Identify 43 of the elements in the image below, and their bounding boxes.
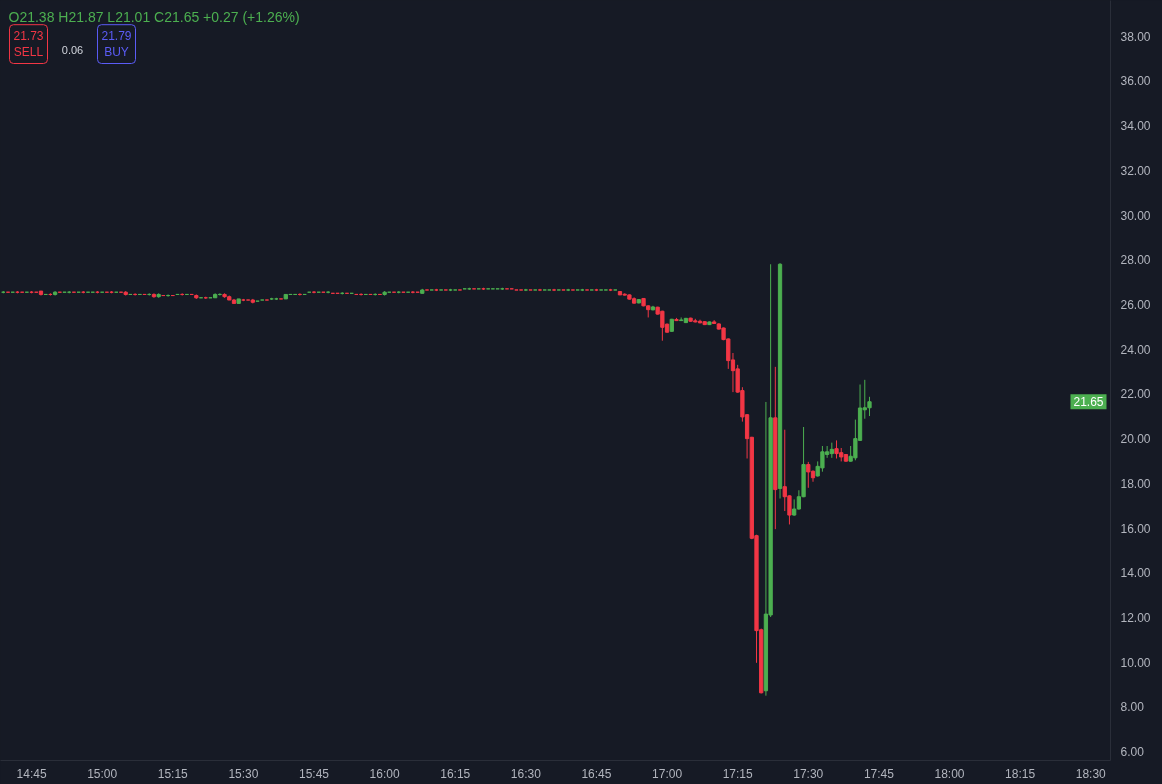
x-tick-label: 14:45 [16, 766, 47, 781]
y-tick-label: 6.00 [1120, 745, 1145, 760]
y-tick-label: 32.00 [1120, 163, 1151, 178]
x-tick-label: 16:00 [369, 766, 400, 781]
annotation: BUY [104, 45, 129, 60]
x-tick-label: 16:30 [510, 766, 542, 781]
annotation: O21.38 H21.87 L21.01 C21.65 +0.27 (+1.26%) [8, 8, 300, 25]
y-tick-label: 8.00 [1120, 700, 1145, 715]
y-tick-label: 28.00 [1120, 253, 1151, 268]
y-tick-label: 38.00 [1120, 29, 1151, 44]
y-tick-label: 26.00 [1120, 298, 1151, 312]
x-tick-label: 16:45 [581, 766, 612, 781]
x-tick-label: 17:15 [722, 766, 754, 781]
annotation: SELL [13, 45, 44, 60]
candlestick [806, 461, 811, 489]
y-tick-label: 14.00 [1120, 566, 1151, 581]
x-tick-label: 15:15 [157, 766, 189, 781]
x-tick-label: 15:45 [299, 766, 330, 781]
x-tick-label: 17:30 [793, 766, 824, 781]
annotation: 0.06 [61, 43, 84, 56]
x-tick-label: 15:30 [228, 766, 259, 781]
x-tick-label: 18:30 [1075, 766, 1107, 781]
x-tick-label: 18:00 [934, 766, 965, 781]
x-tick-label: 17:00 [652, 766, 683, 781]
y-tick-label: 16.00 [1120, 521, 1151, 536]
x-tick-label: 17:45 [863, 766, 895, 781]
x-tick-label: 18:15 [1005, 766, 1036, 781]
y-tick-label: 24.00 [1120, 342, 1151, 357]
x-tick-label: 16:15 [440, 766, 471, 781]
y-tick-label: 12.00 [1120, 610, 1151, 625]
annotation: 21.65 [1073, 395, 1104, 410]
candlestick [151, 292, 157, 299]
y-tick-label: 20.00 [1120, 432, 1151, 447]
y-tick-label: 10.00 [1120, 655, 1151, 670]
y-tick-label: 34.00 [1120, 119, 1151, 134]
annotation: 21.73 [13, 28, 44, 43]
x-tick-label: 15:00 [87, 766, 118, 781]
candlestick [52, 290, 58, 297]
y-tick-label: 36.00 [1120, 74, 1151, 89]
y-tick-label: 22.00 [1120, 387, 1151, 402]
y-tick-label: 30.00 [1120, 208, 1151, 223]
y-tick-label: 18.00 [1120, 476, 1151, 491]
annotation: 21.79 [101, 28, 132, 43]
